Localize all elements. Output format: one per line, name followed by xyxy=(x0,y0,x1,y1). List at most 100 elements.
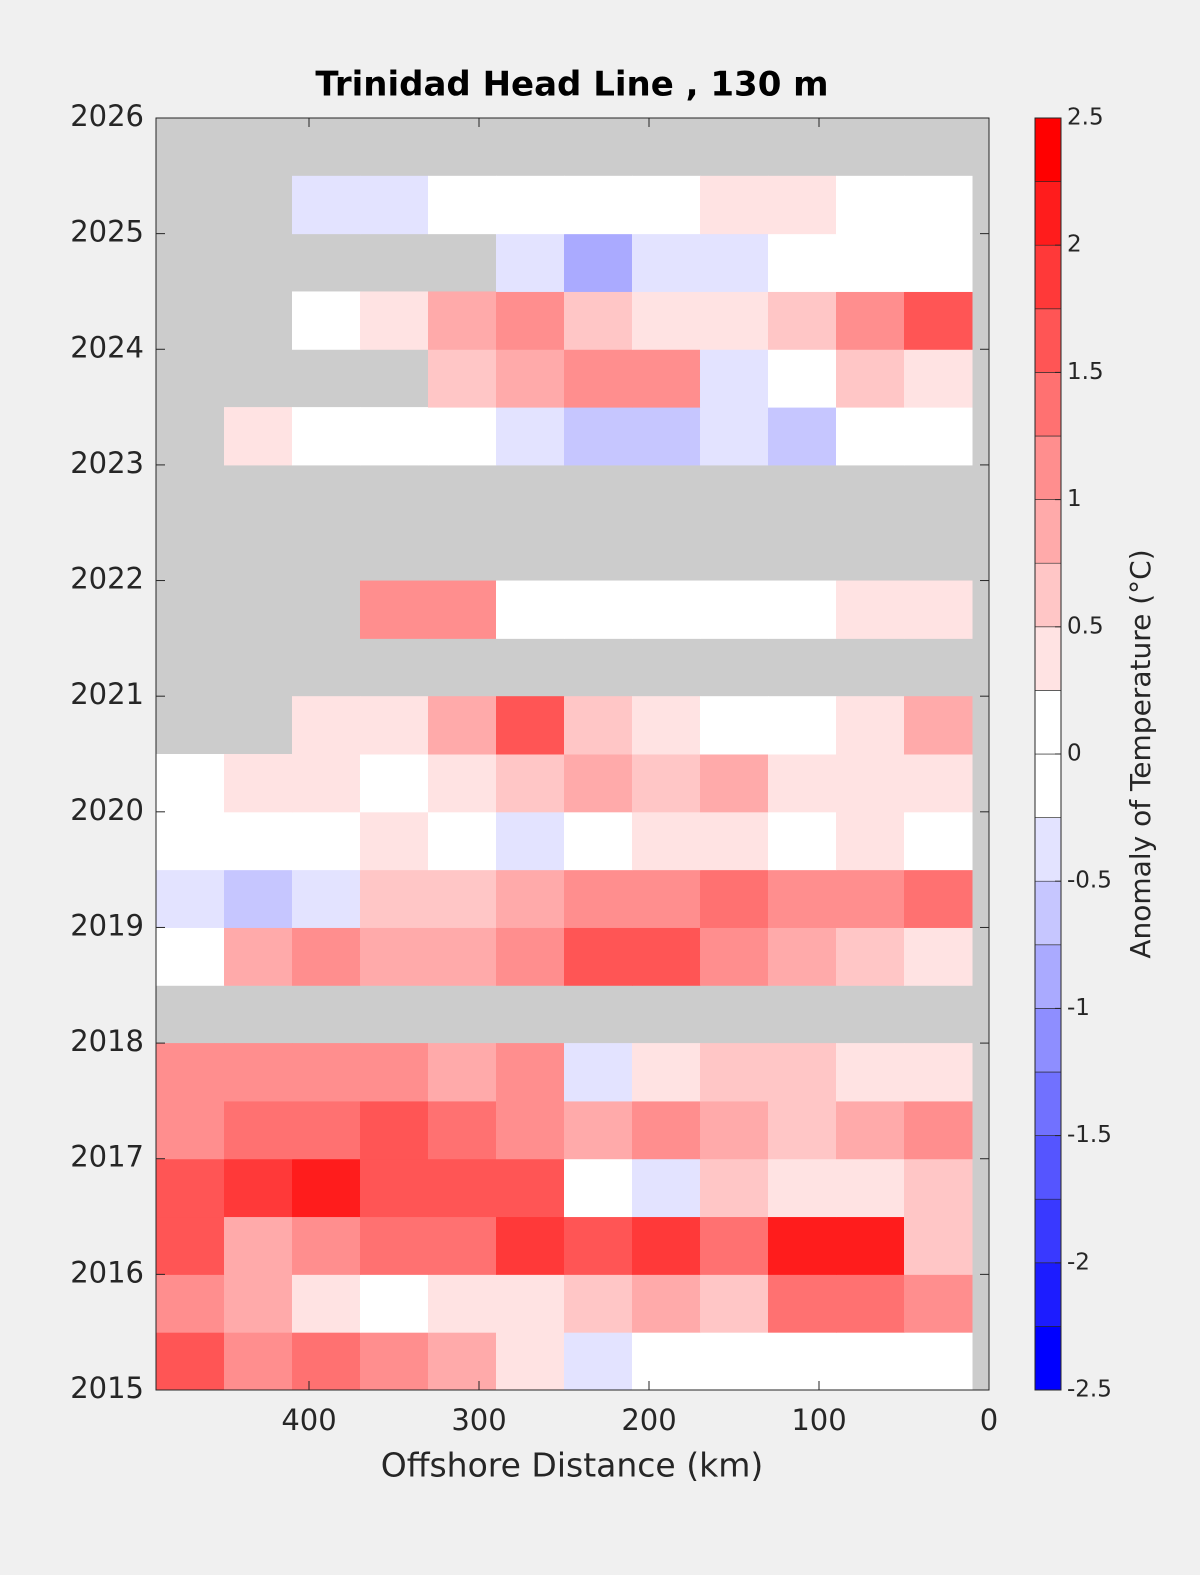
contour-cell xyxy=(836,869,905,928)
contour-cell xyxy=(292,1216,361,1275)
plot-frame xyxy=(155,117,990,1391)
contour-cell xyxy=(632,349,701,408)
contour-cell xyxy=(428,811,497,871)
colorbar-tick-label: -0.5 xyxy=(1067,868,1112,894)
contour-cell xyxy=(224,869,293,928)
contour-cell xyxy=(836,1043,905,1102)
x-tick-label: 300 xyxy=(451,1403,506,1437)
contour-cell xyxy=(156,1332,225,1391)
contour-cell xyxy=(564,869,633,928)
contour-cell xyxy=(632,1274,701,1333)
y-tick-label: 2020 xyxy=(70,793,144,827)
contour-cell xyxy=(428,580,497,639)
contour-cell xyxy=(360,927,429,986)
colorbar-band xyxy=(1034,1008,1062,1073)
colorbar-band xyxy=(1034,690,1062,755)
colorbar-tick-label: -1.5 xyxy=(1067,1122,1112,1148)
contour-cell xyxy=(564,1158,633,1218)
contour-cell xyxy=(632,1043,701,1102)
contour-cell xyxy=(904,349,973,408)
colorbar-tick-label: 1 xyxy=(1067,486,1082,512)
x-axis-label: Offshore Distance (km) xyxy=(381,1446,763,1485)
contour-cell xyxy=(292,175,361,235)
contour-cell xyxy=(224,1216,293,1275)
contour-cell xyxy=(156,869,225,928)
contour-cell xyxy=(768,580,837,639)
contour-cell xyxy=(700,291,769,350)
colorbar-band xyxy=(1034,1135,1062,1200)
contour-cell xyxy=(224,1332,293,1391)
contour-cell xyxy=(564,1216,633,1275)
colorbar-band xyxy=(1034,944,1062,1009)
contour-cell xyxy=(360,291,429,350)
colorbar-band xyxy=(1034,626,1062,691)
contour-cell xyxy=(836,1100,905,1160)
colorbar-band xyxy=(1034,181,1062,246)
contour-cell xyxy=(904,233,973,292)
colorbar-band xyxy=(1034,1326,1062,1391)
contour-cell xyxy=(700,1216,769,1275)
contour-cell xyxy=(496,1043,565,1102)
contour-cell xyxy=(904,1274,973,1333)
y-tick-label: 2016 xyxy=(70,1255,144,1289)
colorbar-band xyxy=(1034,372,1062,437)
contour-cell xyxy=(156,1274,225,1333)
contour-cell xyxy=(564,1100,633,1160)
contour-cell xyxy=(768,1216,837,1275)
contour-cell xyxy=(156,1158,225,1218)
contour-cell xyxy=(428,869,497,928)
contour-cell xyxy=(224,754,293,813)
contour-cell xyxy=(632,407,701,466)
colorbar-band xyxy=(1034,753,1062,818)
contour-cell xyxy=(496,580,565,639)
contour-cell xyxy=(360,869,429,928)
contour-cell xyxy=(564,349,633,408)
contour-cell xyxy=(768,175,837,235)
contour-cell xyxy=(700,407,769,466)
x-tick-label: 400 xyxy=(281,1403,336,1437)
contour-cell xyxy=(564,927,633,986)
colorbar-band xyxy=(1034,880,1062,946)
contour-cell xyxy=(836,696,905,755)
contour-cell xyxy=(836,407,905,466)
contour-cell xyxy=(904,1043,973,1102)
contour-cell xyxy=(700,811,769,871)
contour-cell xyxy=(632,580,701,639)
contour-cell xyxy=(836,1332,905,1391)
x-tick-label: 0 xyxy=(980,1403,998,1437)
contour-cell xyxy=(904,927,973,986)
contour-cell xyxy=(700,1332,769,1391)
contour-cell xyxy=(700,1274,769,1333)
contour-cell xyxy=(700,927,769,986)
contour-cell xyxy=(564,811,633,871)
contour-cell xyxy=(496,1274,565,1333)
colorbar-tick-label: -1 xyxy=(1067,995,1090,1021)
contour-cell xyxy=(564,696,633,755)
contour-cell xyxy=(768,927,837,986)
contour-cell xyxy=(156,1043,225,1102)
y-tick-label: 2015 xyxy=(70,1371,144,1405)
contour-cell xyxy=(836,291,905,350)
contour-cell xyxy=(292,754,361,813)
contour-cell xyxy=(904,1158,973,1218)
y-tick-label: 2019 xyxy=(70,908,144,942)
contour-cell xyxy=(768,869,837,928)
contour-cell xyxy=(156,927,225,986)
contour-cell xyxy=(428,1332,497,1391)
contour-cell xyxy=(360,1100,429,1160)
contour-cell xyxy=(768,1043,837,1102)
contour-cell xyxy=(632,811,701,871)
contour-cell xyxy=(292,407,361,466)
contour-cell xyxy=(836,233,905,292)
contour-cell xyxy=(904,291,973,350)
contour-cell xyxy=(768,696,837,755)
contour-cell xyxy=(156,754,225,813)
contour-cell xyxy=(632,291,701,350)
contour-cell xyxy=(496,927,565,986)
contour-cell xyxy=(768,1100,837,1160)
contour-cell xyxy=(360,407,429,466)
contour-cell xyxy=(632,1332,701,1391)
contour-cell xyxy=(224,1158,293,1218)
y-tick-label: 2025 xyxy=(70,215,144,249)
